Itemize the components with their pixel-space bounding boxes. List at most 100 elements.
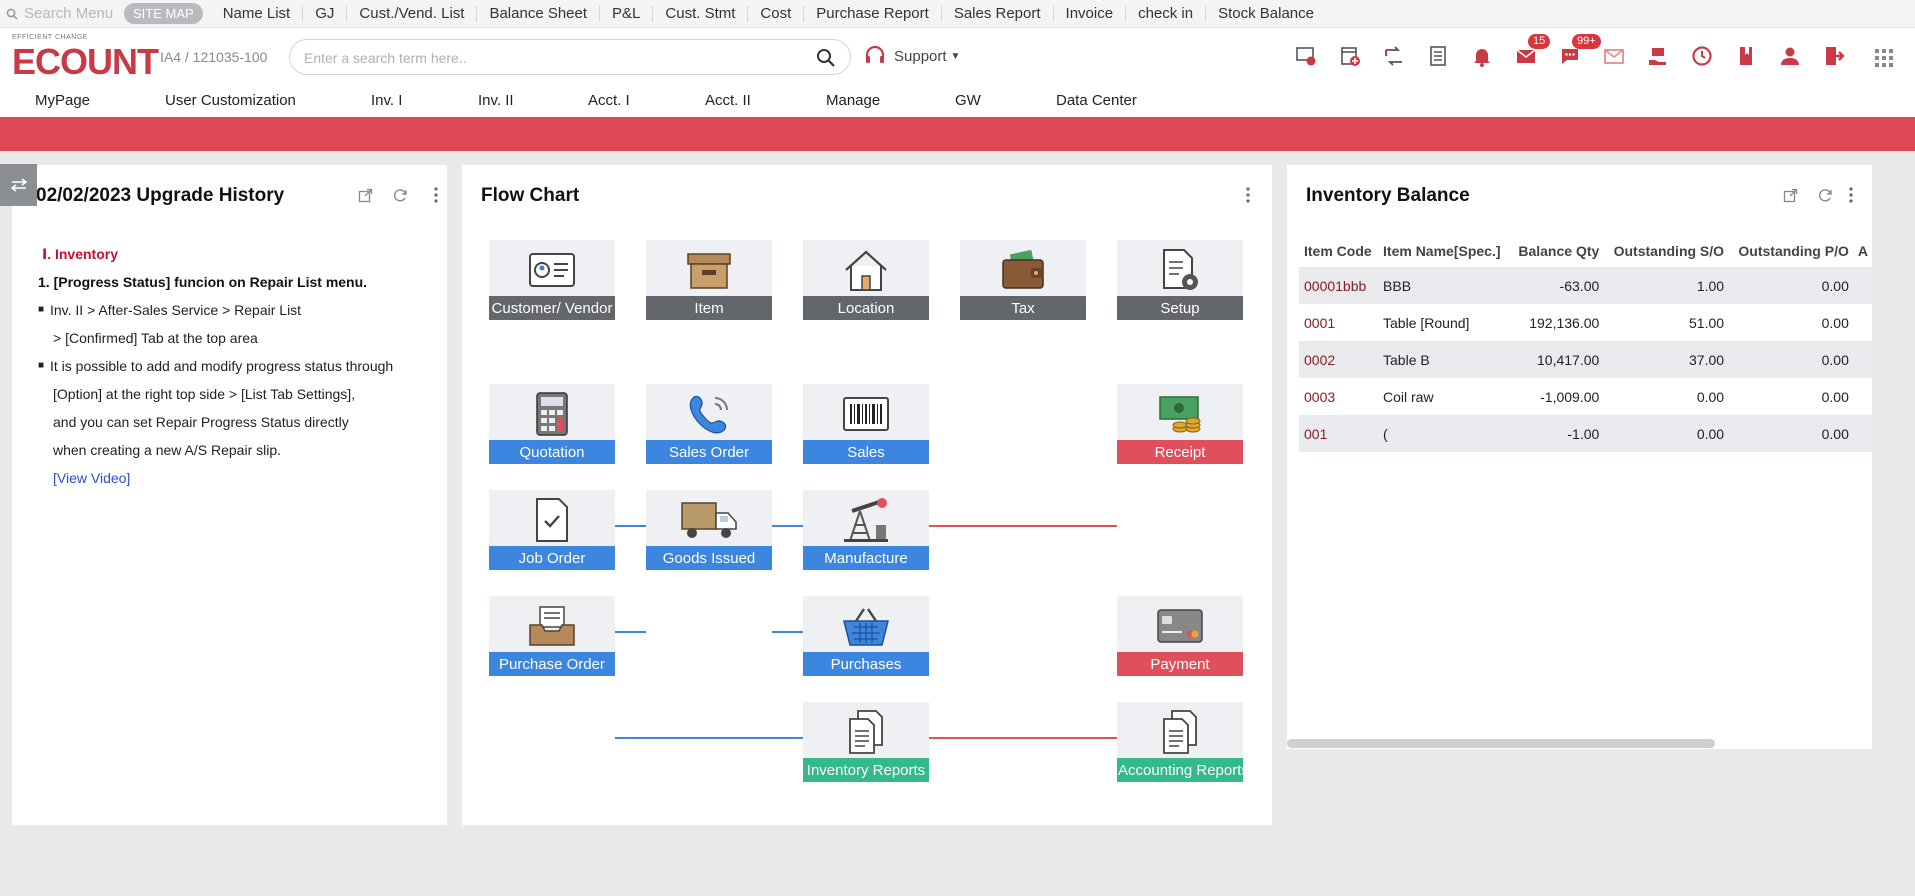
column-header-balance-qty[interactable]: Balance Qty xyxy=(1518,243,1600,259)
quick-link-cust-stmt[interactable]: Cust. Stmt xyxy=(653,5,749,22)
site-map-button[interactable]: SITE MAP xyxy=(124,3,203,24)
nav-data-center[interactable]: Data Center xyxy=(1056,92,1137,109)
envelope-icon[interactable] xyxy=(1592,40,1636,72)
apps-grid-icon[interactable] xyxy=(1874,48,1894,73)
quick-link-check-in[interactable]: check in xyxy=(1126,5,1207,22)
item-code-link[interactable]: 0003 xyxy=(1304,388,1336,405)
nav-gw[interactable]: GW xyxy=(955,92,981,109)
logo-wordmark: ECOUNT xyxy=(12,41,159,82)
table-row: 0002 Table B 10,417.00 37.00 0.00 xyxy=(1299,341,1872,378)
popout-icon[interactable] xyxy=(1773,188,1808,203)
quick-link-balance-sheet[interactable]: Balance Sheet xyxy=(477,5,601,22)
global-search-input[interactable] xyxy=(304,48,804,68)
view-video-link[interactable]: [View Video] xyxy=(53,470,131,486)
column-header-item-name[interactable]: Item Name[Spec.] xyxy=(1383,243,1501,259)
flow-node-purchase-order[interactable]: Purchase Order xyxy=(489,596,615,676)
inventory-balance-panel: Inventory Balance Item Code Item Name[Sp… xyxy=(1287,165,1872,749)
notebook-icon[interactable] xyxy=(1416,40,1460,72)
flow-node-payment[interactable]: Payment xyxy=(1117,596,1243,676)
flow-node-label: Sales Order xyxy=(646,440,772,464)
outstanding-po-cell: 0.00 xyxy=(1728,415,1853,452)
column-header-outstanding-po[interactable]: Outstanding P/O xyxy=(1738,243,1849,259)
ecount-logo[interactable]: EFFICIENT CHANGE ECOUNT xyxy=(12,34,159,82)
item-code-link[interactable]: 001 xyxy=(1299,415,1379,452)
headset-icon xyxy=(865,45,885,63)
nav-inv-i[interactable]: Inv. I xyxy=(371,92,403,109)
quick-link-gj[interactable]: GJ xyxy=(303,5,348,22)
more-options-icon[interactable] xyxy=(1243,187,1253,203)
flow-node-customer-vendor[interactable]: Customer/ Vendor xyxy=(489,240,615,320)
flow-node-goods-issued[interactable]: Goods Issued xyxy=(646,490,772,570)
refresh-icon[interactable] xyxy=(383,188,418,203)
nav-mypage[interactable]: MyPage xyxy=(35,92,91,109)
payment-hand-icon[interactable] xyxy=(1636,40,1680,72)
quick-link-sales-report[interactable]: Sales Report xyxy=(942,5,1054,22)
flow-node-receipt[interactable]: Receipt xyxy=(1117,384,1243,464)
quick-link-cust-vend-list[interactable]: Cust./Vend. List xyxy=(347,5,478,22)
popout-icon[interactable] xyxy=(348,188,383,203)
flow-node-setup[interactable]: Setup xyxy=(1117,240,1243,320)
side-panel-toggle[interactable] xyxy=(0,164,37,206)
item-code-link[interactable]: 0002 xyxy=(1299,341,1379,378)
horizontal-scrollbar[interactable] xyxy=(1287,739,1715,748)
flow-node-location[interactable]: Location xyxy=(803,240,929,320)
flow-node-sales-order[interactable]: Sales Order xyxy=(646,384,772,464)
upgrade-bullet-cont: > [Confirmed] Tab at the top area xyxy=(53,330,258,346)
column-header-outstanding-so[interactable]: Outstanding S/O xyxy=(1613,243,1725,259)
flow-node-manufacture[interactable]: Manufacture xyxy=(803,490,929,570)
column-header-item-code[interactable]: Item Code xyxy=(1304,243,1372,259)
screen-icon[interactable] xyxy=(1284,40,1328,72)
more-options-icon[interactable] xyxy=(418,187,453,203)
flow-node-label: Sales xyxy=(803,440,929,464)
nav-acct-i[interactable]: Acct. I xyxy=(588,92,630,109)
support-menu[interactable]: Support ▼ xyxy=(864,45,960,67)
panel-title: Inventory Balance xyxy=(1306,185,1470,206)
phone-icon xyxy=(646,388,772,440)
quick-link-stock-balance[interactable]: Stock Balance xyxy=(1218,4,1314,22)
item-code-link[interactable]: 00001bbb xyxy=(1299,267,1379,304)
user-icon[interactable] xyxy=(1768,40,1812,72)
nav-inv-ii[interactable]: Inv. II xyxy=(478,92,514,109)
quick-link-name-list[interactable]: Name List xyxy=(211,5,304,22)
flow-node-item[interactable]: Item xyxy=(646,240,772,320)
main-nav: MyPage User Customization Inv. I Inv. II… xyxy=(0,84,1915,118)
outstanding-po-cell: 0.00 xyxy=(1821,388,1849,405)
quick-link-pl[interactable]: P&L xyxy=(600,5,654,22)
flow-node-sales[interactable]: Sales xyxy=(803,384,929,464)
chat-icon[interactable]: 99+ xyxy=(1548,34,1601,72)
refresh-icon[interactable] xyxy=(1808,188,1843,203)
flow-node-label: Payment xyxy=(1117,652,1243,676)
mail-icon[interactable]: 15 xyxy=(1504,34,1551,72)
nav-manage[interactable]: Manage xyxy=(826,92,881,109)
flow-node-quotation[interactable]: Quotation xyxy=(489,384,615,464)
transfer-icon[interactable] xyxy=(1372,40,1416,72)
upgrade-heading: 1. [Progress Status] funcion on Repair L… xyxy=(38,274,368,290)
flow-node-label: Location xyxy=(803,296,929,320)
menu-search[interactable]: Search Menu xyxy=(0,5,124,22)
search-icon[interactable] xyxy=(816,48,836,73)
flow-connector xyxy=(772,525,803,527)
flow-node-inventory-reports[interactable]: Inventory Reports xyxy=(803,702,929,782)
quick-link-purchase-report[interactable]: Purchase Report xyxy=(804,5,942,22)
more-options-icon[interactable] xyxy=(1843,187,1859,203)
nav-user-customization[interactable]: User Customization xyxy=(165,92,296,109)
bookmark-book-icon[interactable] xyxy=(1724,40,1768,72)
bell-icon[interactable] xyxy=(1460,40,1504,72)
item-code-link[interactable]: 0001 xyxy=(1304,314,1336,331)
flow-node-purchases[interactable]: Purchases xyxy=(803,596,929,676)
add-document-icon[interactable] xyxy=(1328,40,1372,72)
nav-acct-ii[interactable]: Acct. II xyxy=(705,92,751,109)
upgrade-bullet: ■ Inv. II > After-Sales Service > Repair … xyxy=(38,296,438,324)
flow-node-job-order[interactable]: Job Order xyxy=(489,490,615,570)
flow-node-label: Receipt xyxy=(1117,440,1243,464)
quick-link-invoice[interactable]: Invoice xyxy=(1054,5,1127,22)
column-header-truncated[interactable]: A xyxy=(1857,243,1868,259)
logout-icon[interactable] xyxy=(1812,40,1856,72)
flow-node-tax[interactable]: Tax xyxy=(960,240,1086,320)
flow-node-label: Quotation xyxy=(489,440,615,464)
clock-icon[interactable] xyxy=(1680,40,1724,72)
quick-link-cost[interactable]: Cost xyxy=(748,5,805,22)
search-icon xyxy=(6,8,18,20)
flow-connector xyxy=(929,737,1117,739)
flow-node-accounting-reports[interactable]: Accounting Reports xyxy=(1117,702,1243,782)
